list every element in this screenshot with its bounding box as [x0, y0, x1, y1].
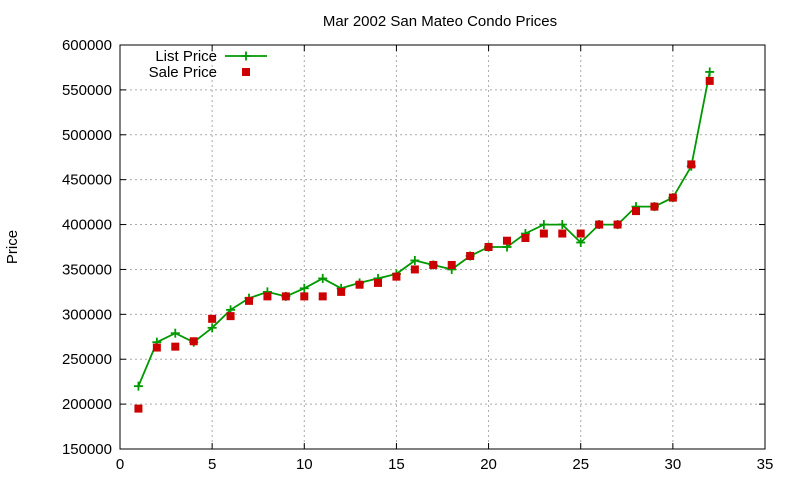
legend-swatch-marker: [241, 51, 251, 61]
sale-price-point: [687, 160, 696, 169]
y-tick-label: 450000: [62, 172, 112, 189]
sale-price-point: [392, 272, 401, 281]
sale-price-point: [208, 314, 217, 323]
x-tick-label: 10: [296, 456, 313, 473]
y-tick-label: 350000: [62, 261, 112, 278]
y-tick-label: 300000: [62, 306, 112, 323]
sale-price-point: [595, 220, 604, 229]
y-tick-label: 250000: [62, 351, 112, 368]
sale-price-point: [337, 287, 346, 296]
legend-label: Sale Price: [149, 64, 217, 81]
sale-price-point: [447, 260, 456, 269]
y-tick-label: 550000: [62, 82, 112, 99]
list-price-point: [133, 381, 143, 391]
x-tick-label: 35: [757, 456, 774, 473]
list-price-point: [170, 328, 180, 338]
x-tick-label: 30: [665, 456, 682, 473]
list-price-point: [207, 323, 217, 333]
sale-price-point: [410, 265, 419, 274]
sale-price-point: [281, 292, 290, 301]
x-tick-label: 15: [388, 456, 405, 473]
sale-price-point: [613, 220, 622, 229]
sale-price-point: [484, 243, 493, 251]
list-price-point: [299, 283, 309, 293]
y-tick-label: 400000: [62, 217, 112, 234]
list-price-point: [557, 220, 567, 230]
sale-price-point: [558, 229, 567, 238]
sale-price-point: [576, 229, 585, 238]
y-axis-label: Price: [4, 230, 21, 264]
legend-label: List Price: [155, 48, 217, 65]
sale-price-point: [521, 234, 530, 243]
list-price-point: [576, 238, 586, 248]
x-tick-label: 0: [116, 456, 124, 473]
sale-price-point: [152, 343, 161, 352]
legend-item: List Price: [155, 48, 267, 65]
y-tick-label: 500000: [62, 127, 112, 144]
plot-series: [133, 67, 715, 413]
sale-price-point: [226, 312, 235, 321]
legend-item: Sale Price: [149, 64, 250, 81]
series-1: [134, 76, 714, 413]
sale-price-point: [539, 229, 548, 238]
x-tick-label: 25: [572, 456, 589, 473]
list-price-line: [137, 71, 711, 387]
x-tick-label: 5: [208, 456, 216, 473]
sale-price-point: [134, 404, 143, 413]
list-price-point: [318, 273, 328, 283]
y-tick-label: 600000: [62, 37, 112, 54]
sale-price-point: [189, 337, 198, 346]
y-tick-label: 150000: [62, 441, 112, 458]
list-price-point: [539, 220, 549, 230]
grid-lines: [120, 45, 765, 449]
sale-price-point: [263, 292, 272, 301]
sale-price-point: [300, 292, 309, 301]
sale-price-point: [171, 342, 180, 351]
sale-price-point: [374, 278, 382, 287]
chart-title: Mar 2002 San Mateo Condo Prices: [323, 13, 557, 30]
sale-price-point: [429, 260, 438, 269]
series-0: [133, 67, 715, 391]
sale-price-point: [705, 76, 714, 85]
sale-price-point: [466, 251, 475, 260]
sale-price-point: [245, 296, 253, 305]
list-price-point: [410, 255, 420, 265]
x-tick-label: 20: [480, 456, 497, 473]
plot-frame: [119, 44, 766, 450]
sale-price-point: [668, 193, 677, 202]
sale-price-point: [632, 207, 640, 216]
sale-price-point: [355, 280, 364, 289]
legend-swatch-marker: [242, 68, 250, 76]
sale-price-point: [318, 292, 327, 301]
list-price-point: [705, 67, 715, 77]
sale-price-point: [503, 236, 511, 245]
y-tick-label: 200000: [62, 396, 112, 413]
sale-price-point: [650, 202, 659, 211]
axis-ticks: 0 5 10 15 20 25 30 35 150000 200000 250000 300000 35…: [62, 37, 773, 473]
